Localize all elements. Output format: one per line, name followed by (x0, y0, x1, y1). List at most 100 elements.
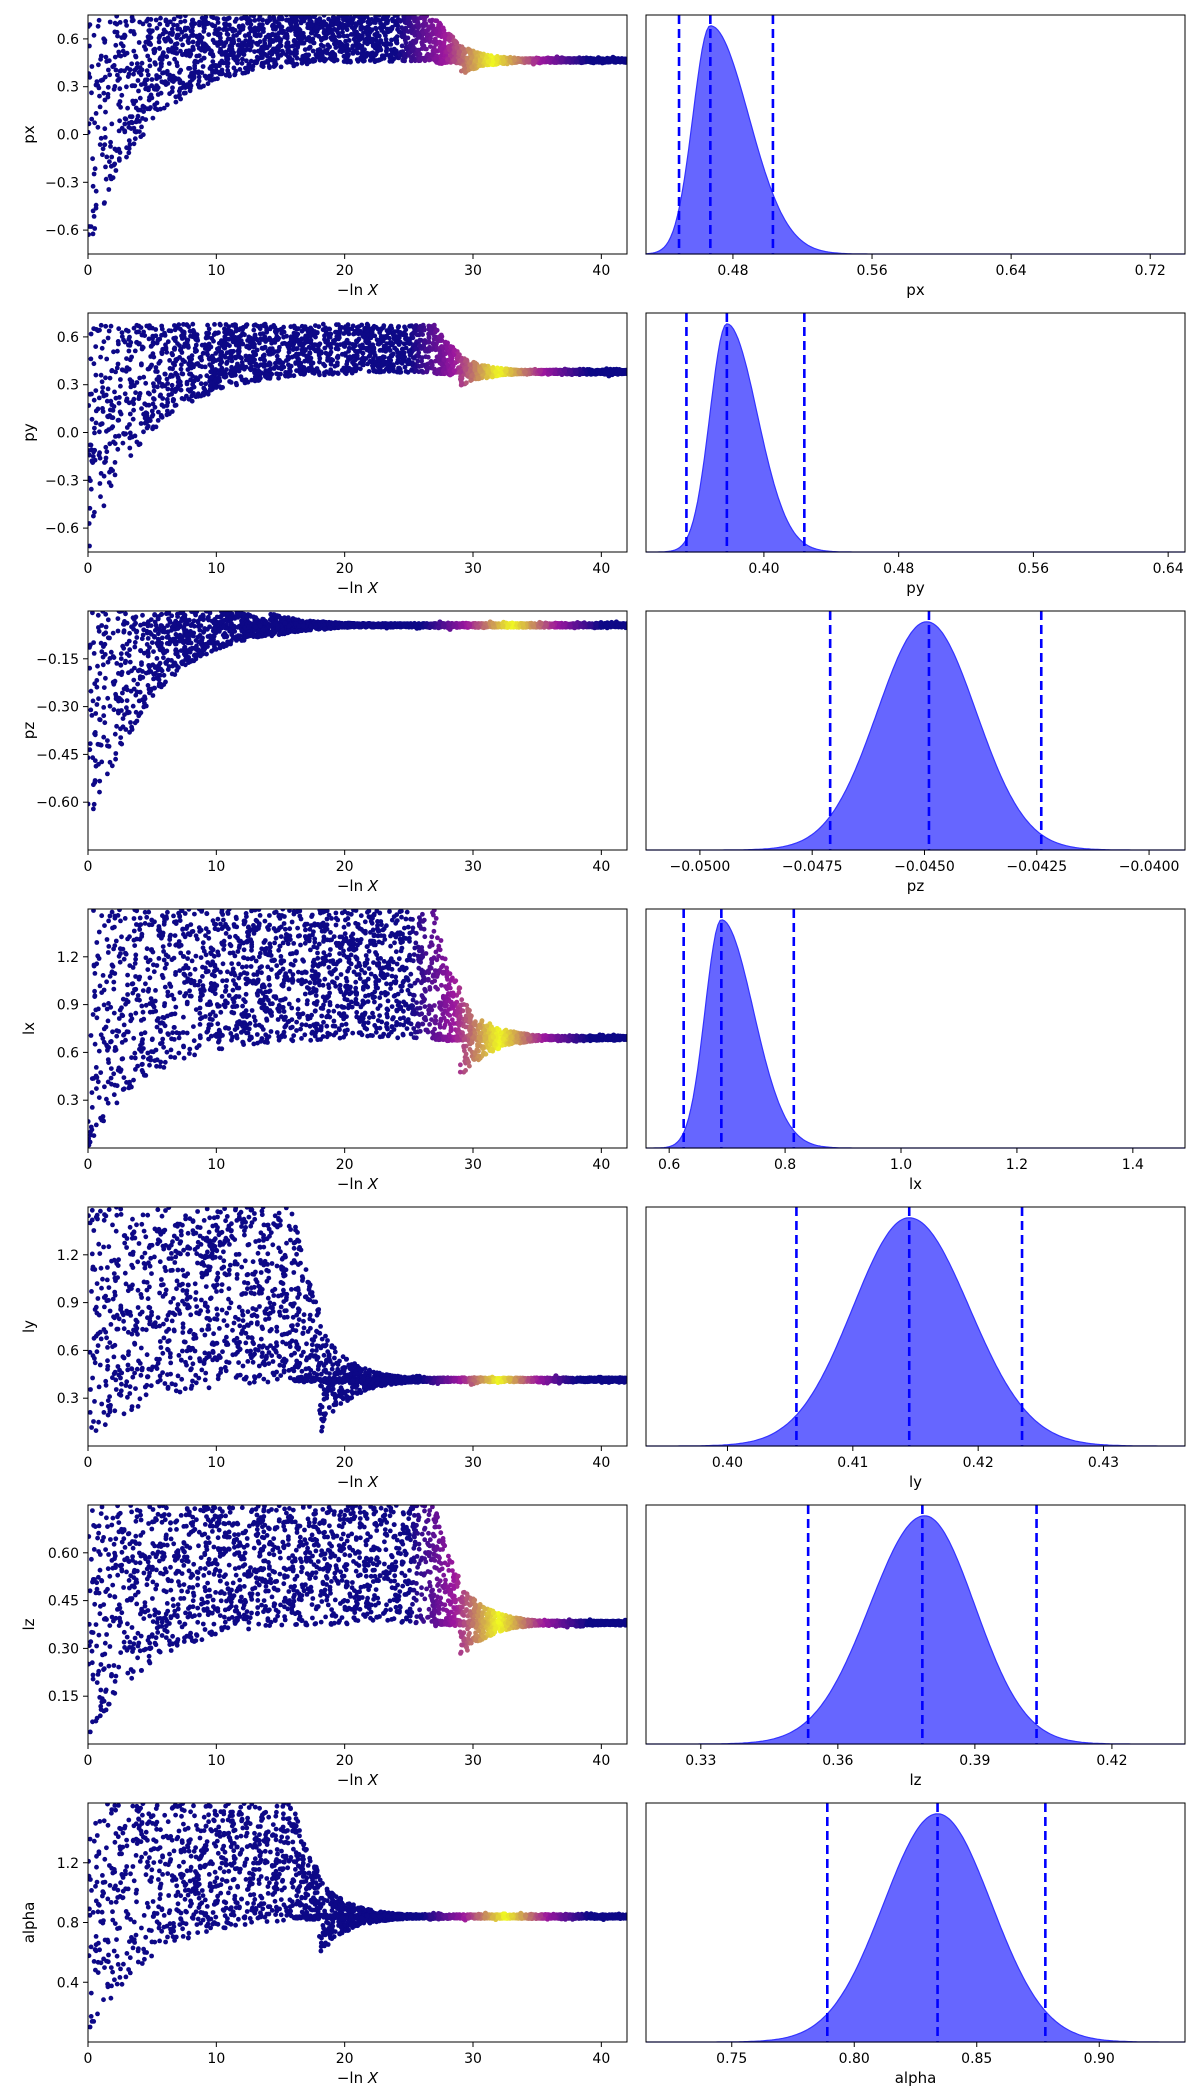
trace-point (112, 146, 118, 152)
trace-point (145, 53, 151, 59)
trace-point (116, 146, 122, 152)
trace-point (331, 34, 337, 40)
trace-point (116, 341, 121, 347)
trace-point (98, 372, 104, 378)
trace-point (240, 341, 246, 347)
trace-point (173, 99, 179, 105)
trace-point (145, 72, 151, 78)
trace-point (99, 421, 105, 427)
trace-point (174, 23, 180, 28)
trace-point (215, 20, 221, 25)
trace-point (139, 362, 144, 368)
trace-point (343, 15, 348, 18)
trace-point (264, 329, 270, 335)
trace-point (156, 409, 161, 415)
trace-point (119, 334, 125, 339)
trace-point (240, 56, 245, 62)
trace-point (485, 59, 491, 65)
trace-point (179, 371, 185, 377)
trace-point (440, 25, 446, 31)
trace-point (149, 408, 155, 414)
trace-point (219, 58, 225, 64)
trace-point (599, 60, 606, 66)
trace-point (174, 41, 180, 47)
trace-point (151, 388, 157, 394)
trace-point (255, 42, 261, 47)
trace-point (394, 40, 400, 46)
trace-point (168, 39, 174, 44)
trace-point (128, 453, 134, 458)
trace-point (267, 38, 273, 44)
trace-point (151, 396, 157, 402)
trace-point (88, 232, 91, 237)
trace-point (405, 35, 411, 41)
trace-x-label: −ln X (337, 281, 379, 299)
trace-point (257, 32, 263, 38)
trace-point (93, 205, 99, 211)
trace-point (219, 71, 225, 77)
trace-point (171, 22, 177, 28)
trace-point (445, 362, 450, 368)
trace-point (93, 111, 99, 116)
trace-point (170, 47, 175, 52)
trace-point (579, 59, 586, 65)
trace-point (186, 40, 192, 46)
trace-point (377, 45, 383, 50)
trace-point (372, 333, 378, 339)
trace-point (154, 73, 160, 78)
trace-point (226, 15, 232, 21)
trace-point (161, 105, 167, 111)
trace-point (123, 327, 129, 333)
trace-point (324, 31, 330, 37)
trace-point (157, 46, 162, 51)
trace-point (283, 32, 289, 38)
trace-point (317, 52, 322, 58)
trace-point (111, 162, 117, 168)
trace-point (272, 18, 277, 24)
trace-point (209, 15, 214, 20)
trace-point (306, 35, 312, 40)
trace-point (93, 372, 99, 378)
trace-point (271, 26, 276, 32)
trace-point (287, 366, 292, 371)
posterior-x-label: px (906, 281, 925, 299)
trace-point (89, 90, 94, 96)
trace-point (259, 63, 265, 69)
trace-point (185, 25, 191, 31)
trace-point (96, 85, 102, 91)
trace-point (426, 57, 432, 63)
trace-point (119, 35, 125, 40)
trace-point (286, 26, 291, 32)
trace-point (181, 34, 187, 39)
trace-point (141, 374, 147, 380)
trace-point (189, 22, 195, 28)
trace-point (190, 39, 196, 45)
trace-point (95, 23, 101, 29)
trace-point (332, 53, 338, 59)
trace-point (447, 47, 452, 53)
trace-point (102, 142, 108, 148)
trace-point (117, 68, 123, 74)
trace-point (107, 159, 112, 165)
trace-point (304, 61, 310, 67)
trace-point (343, 38, 348, 44)
trace-point (160, 396, 166, 401)
trace-point (103, 164, 108, 170)
trace-point (274, 353, 280, 359)
trace-point (232, 19, 238, 24)
trace-point (598, 56, 604, 62)
x-tick-label: 0.56 (856, 263, 887, 279)
trace-point (95, 124, 101, 130)
trace-point (124, 356, 129, 361)
trace-point (330, 49, 335, 55)
trace-point (170, 73, 176, 79)
trace-point (381, 369, 387, 374)
trace-point (551, 59, 558, 65)
trace-point (190, 17, 196, 23)
trace-point (341, 331, 347, 336)
trace-point (417, 51, 423, 57)
trace-point (273, 61, 279, 67)
trace-point (376, 33, 382, 39)
trace-point (420, 15, 426, 20)
trace-point (157, 21, 163, 27)
